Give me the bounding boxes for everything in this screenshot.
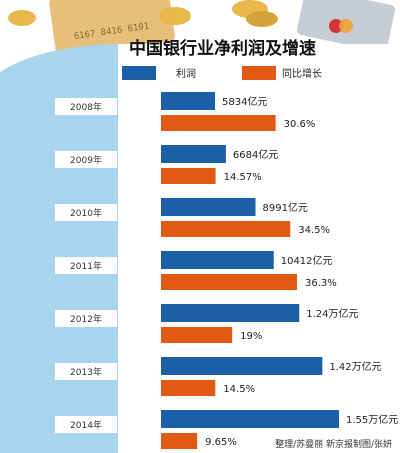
growth-bar [161, 380, 216, 396]
profit-value-label: 1.24万亿元 [306, 307, 358, 320]
growth-value-label: 14.5% [223, 384, 255, 395]
bank-card-illustration [49, 0, 175, 58]
growth-value-label: 30.6% [284, 119, 316, 130]
profit-bar [161, 198, 256, 216]
legend: 利润 同比增长 [122, 66, 322, 80]
profit-value-label: 5834亿元 [222, 95, 267, 108]
year-label-box [55, 310, 117, 327]
year-label-box [55, 151, 117, 168]
year-label: 2009年 [70, 154, 102, 166]
profit-bar [161, 145, 226, 163]
year-label: 2010年 [70, 207, 102, 219]
year-label-box [55, 257, 117, 274]
year-label-box [55, 98, 117, 115]
coin-icon [246, 11, 278, 27]
coin-icon [8, 10, 36, 26]
year-label-box [55, 204, 117, 221]
legend-swatch-growth [242, 66, 276, 80]
growth-bar [161, 221, 291, 237]
growth-value-label: 9.65% [205, 437, 237, 448]
profit-bar [161, 357, 323, 375]
year-label: 2011年 [70, 260, 102, 272]
chart-title: 中国银行业净利润及增速 [129, 38, 316, 59]
year-label: 2013年 [70, 366, 102, 378]
profit-bar [161, 92, 215, 110]
profit-value-label: 1.42万亿元 [329, 360, 381, 373]
growth-bar [161, 168, 216, 184]
header-decoration: 6167 8416 6101 [8, 0, 396, 58]
growth-value-label: 36.3% [305, 278, 337, 289]
legend-label-profit: 利润 [176, 67, 196, 80]
profit-value-label: 6684亿元 [233, 148, 278, 161]
coin-icon [159, 7, 191, 25]
year-label: 2008年 [70, 101, 102, 113]
chart-rows: 2008年 5834亿元 30.6% 2009年 6684亿元 14.57% 2010年 89… [55, 92, 398, 449]
legend-label-growth: 同比增长 [282, 67, 322, 80]
growth-value-label: 14.57% [224, 172, 262, 183]
growth-bar [161, 115, 276, 131]
growth-bar [161, 433, 198, 449]
profit-bar [161, 304, 300, 322]
profit-value-label: 1.55万亿元 [346, 413, 398, 426]
year-label-box [55, 363, 117, 380]
profit-value-label: 10412亿元 [281, 254, 333, 267]
growth-bar [161, 327, 233, 343]
card-logo-icon [339, 19, 353, 33]
profit-bar [161, 251, 274, 269]
chart-credit: 整理/苏曼丽 新京报制图/张妍 [275, 438, 392, 450]
growth-value-label: 34.5% [298, 225, 330, 236]
year-label-box [55, 416, 117, 433]
year-label: 2012年 [70, 313, 102, 325]
year-label: 2014年 [70, 419, 102, 431]
growth-bar [161, 274, 297, 290]
growth-value-label: 19% [240, 331, 262, 342]
card-logo-icon [329, 19, 343, 33]
profit-value-label: 8991亿元 [262, 201, 307, 214]
profit-bar [161, 410, 339, 428]
sidebar-band [0, 44, 118, 453]
legend-swatch-profit [122, 66, 156, 80]
